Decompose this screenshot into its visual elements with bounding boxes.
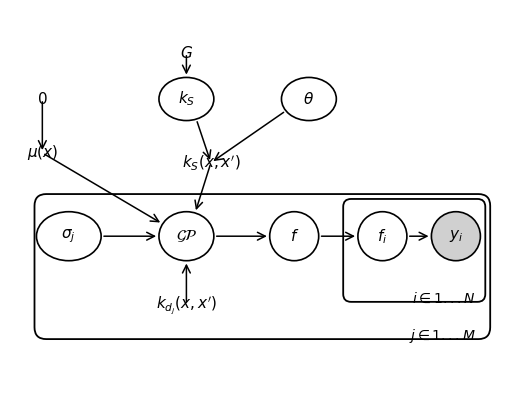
Ellipse shape [431,212,479,261]
Ellipse shape [159,212,213,261]
Text: $k_{d_j}(x,x')$: $k_{d_j}(x,x')$ [156,294,216,316]
Text: $G$: $G$ [180,45,192,61]
Ellipse shape [357,212,406,261]
Text: $\mathcal{GP}$: $\mathcal{GP}$ [175,228,197,244]
Ellipse shape [269,212,318,261]
Ellipse shape [281,78,335,121]
Text: $j \in 1...M$: $j \in 1...M$ [408,327,474,345]
Text: $k_S(x,x')$: $k_S(x,x')$ [181,153,240,172]
Text: $i \in 1...N$: $i \in 1...N$ [411,292,474,306]
Text: $0$: $0$ [37,91,47,107]
Ellipse shape [36,212,101,261]
Text: $f_i$: $f_i$ [377,227,387,245]
Text: $\sigma_j$: $\sigma_j$ [62,227,76,245]
Ellipse shape [159,78,213,121]
Text: $\mu(x)$: $\mu(x)$ [26,143,58,162]
Text: $k_S$: $k_S$ [178,90,194,108]
Text: $y_i$: $y_i$ [448,228,462,244]
Text: $f$: $f$ [289,228,298,244]
Text: $\theta$: $\theta$ [303,91,314,107]
